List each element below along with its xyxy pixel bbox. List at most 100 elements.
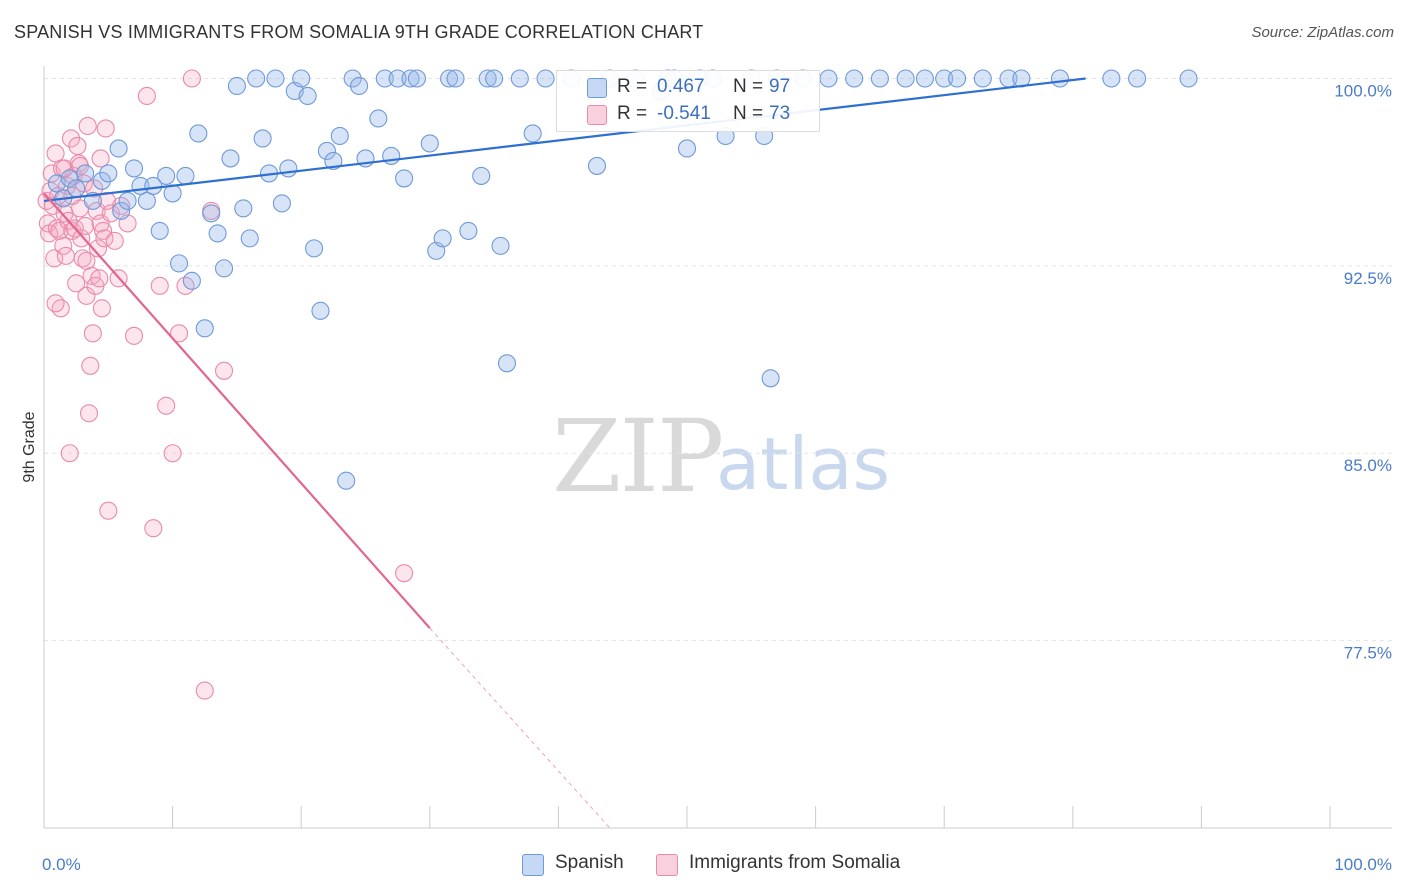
gridlines xyxy=(44,77,1392,642)
somalia-points xyxy=(37,69,414,700)
spanish-point xyxy=(99,164,118,183)
spanish-point xyxy=(208,224,227,243)
somalia-point xyxy=(46,294,65,313)
somalia-point xyxy=(76,216,95,235)
spanish-point xyxy=(407,69,426,88)
spanish-point xyxy=(221,149,240,168)
spanish-point xyxy=(330,126,349,146)
legend-n-label: N = xyxy=(733,103,764,124)
somalia-point xyxy=(169,324,189,343)
somalia-point xyxy=(124,326,144,345)
spanish-point xyxy=(677,139,697,158)
legend-row-somalia: R = -0.541 N = 73 xyxy=(557,102,819,126)
correlation-legend: R = 0.467 N = 97 R = -0.541 N = 73 xyxy=(556,70,820,132)
spanish-point xyxy=(189,124,208,143)
somalia-point xyxy=(67,274,86,293)
legend-n-value: 97 xyxy=(769,76,791,97)
chart-title: SPANISH VS IMMIGRANTS FROM SOMALIA 9TH G… xyxy=(14,22,704,42)
spanish-point xyxy=(298,86,317,106)
spanish-point xyxy=(234,199,253,218)
y-tick-label: 100.0% xyxy=(1334,81,1392,100)
y-axis-label: 9th Grade xyxy=(21,411,38,482)
legend-r-value: 0.467 xyxy=(657,76,705,97)
somalia-point xyxy=(105,231,124,250)
spanish-point xyxy=(761,369,780,388)
spanish-point xyxy=(214,259,234,278)
spanish-point xyxy=(478,69,497,88)
bottom-legend-swatch-spanish xyxy=(522,854,544,876)
spanish-point xyxy=(845,69,864,88)
somalia-point xyxy=(182,69,201,88)
spanish-point xyxy=(870,69,889,88)
spanish-point xyxy=(176,166,195,185)
spanish-point xyxy=(510,69,529,88)
legend-row-spanish: R = 0.467 N = 97 xyxy=(557,75,819,99)
somalia-point xyxy=(94,221,113,240)
somalia-point xyxy=(68,136,87,155)
somalia-point xyxy=(60,444,79,463)
spanish-point xyxy=(109,139,128,158)
spanish-point xyxy=(305,239,324,258)
somalia-point xyxy=(81,356,100,375)
trend-lines xyxy=(43,77,1086,829)
spanish-point xyxy=(324,151,343,170)
spanish-point xyxy=(896,69,915,88)
spanish-point xyxy=(150,221,169,240)
legend-n-label: N = xyxy=(733,76,764,97)
spanish-point xyxy=(587,156,607,175)
spanish-point xyxy=(253,129,272,148)
somalia-point xyxy=(395,564,414,583)
spanish-point xyxy=(124,159,144,178)
spanish-point xyxy=(76,164,95,183)
legend-r-label: R = xyxy=(617,76,648,97)
spanish-point xyxy=(350,76,369,96)
somalia-point xyxy=(51,299,70,318)
spanish-point xyxy=(227,76,246,96)
y-tick-label: 85.0% xyxy=(1344,456,1392,475)
somalia-trend-extension xyxy=(429,627,611,829)
spanish-point xyxy=(182,271,201,290)
watermark-atlas: atlas xyxy=(716,422,890,506)
somalia-point xyxy=(45,249,64,268)
spanish-point xyxy=(240,229,259,248)
spanish-point xyxy=(311,301,330,320)
spanish-point xyxy=(819,69,838,88)
somalia-point xyxy=(55,159,74,178)
spanish-point xyxy=(1050,69,1069,88)
somalia-point xyxy=(163,444,182,463)
somalia-point xyxy=(77,251,96,270)
spanish-point xyxy=(420,134,439,153)
legend-swatch-somalia xyxy=(587,105,607,125)
spanish-point xyxy=(279,159,298,178)
somalia-point xyxy=(92,299,111,318)
spanish-point xyxy=(202,204,221,223)
spanish-point xyxy=(536,69,555,88)
spanish-point xyxy=(195,319,214,338)
spanish-point xyxy=(388,69,407,88)
spanish-point xyxy=(266,69,285,88)
somalia-point xyxy=(77,286,96,305)
spanish-point xyxy=(144,176,163,195)
somalia-trend-line xyxy=(43,192,431,629)
spanish-point xyxy=(433,229,452,248)
y-tick-label: 92.5% xyxy=(1344,269,1392,288)
spanish-point xyxy=(485,69,504,88)
spanish-point xyxy=(247,69,266,88)
watermark-zip: ZIP xyxy=(552,398,724,515)
legend-r-label: R = xyxy=(617,103,648,124)
spanish-point xyxy=(112,201,131,220)
legend-swatch-spanish xyxy=(587,78,607,98)
spanish-point xyxy=(137,191,156,210)
somalia-point xyxy=(88,239,108,258)
spanish-point xyxy=(973,69,992,88)
somalia-point xyxy=(83,324,102,343)
somalia-point xyxy=(50,221,69,240)
spanish-point xyxy=(1102,69,1121,88)
chart-source: Source: ZipAtlas.com xyxy=(1251,24,1394,41)
bottom-legend-label-spanish: Spanish xyxy=(555,852,624,873)
spanish-point xyxy=(459,221,478,240)
somalia-point xyxy=(96,119,115,138)
spanish-point xyxy=(395,169,414,188)
spanish-point xyxy=(337,471,356,490)
